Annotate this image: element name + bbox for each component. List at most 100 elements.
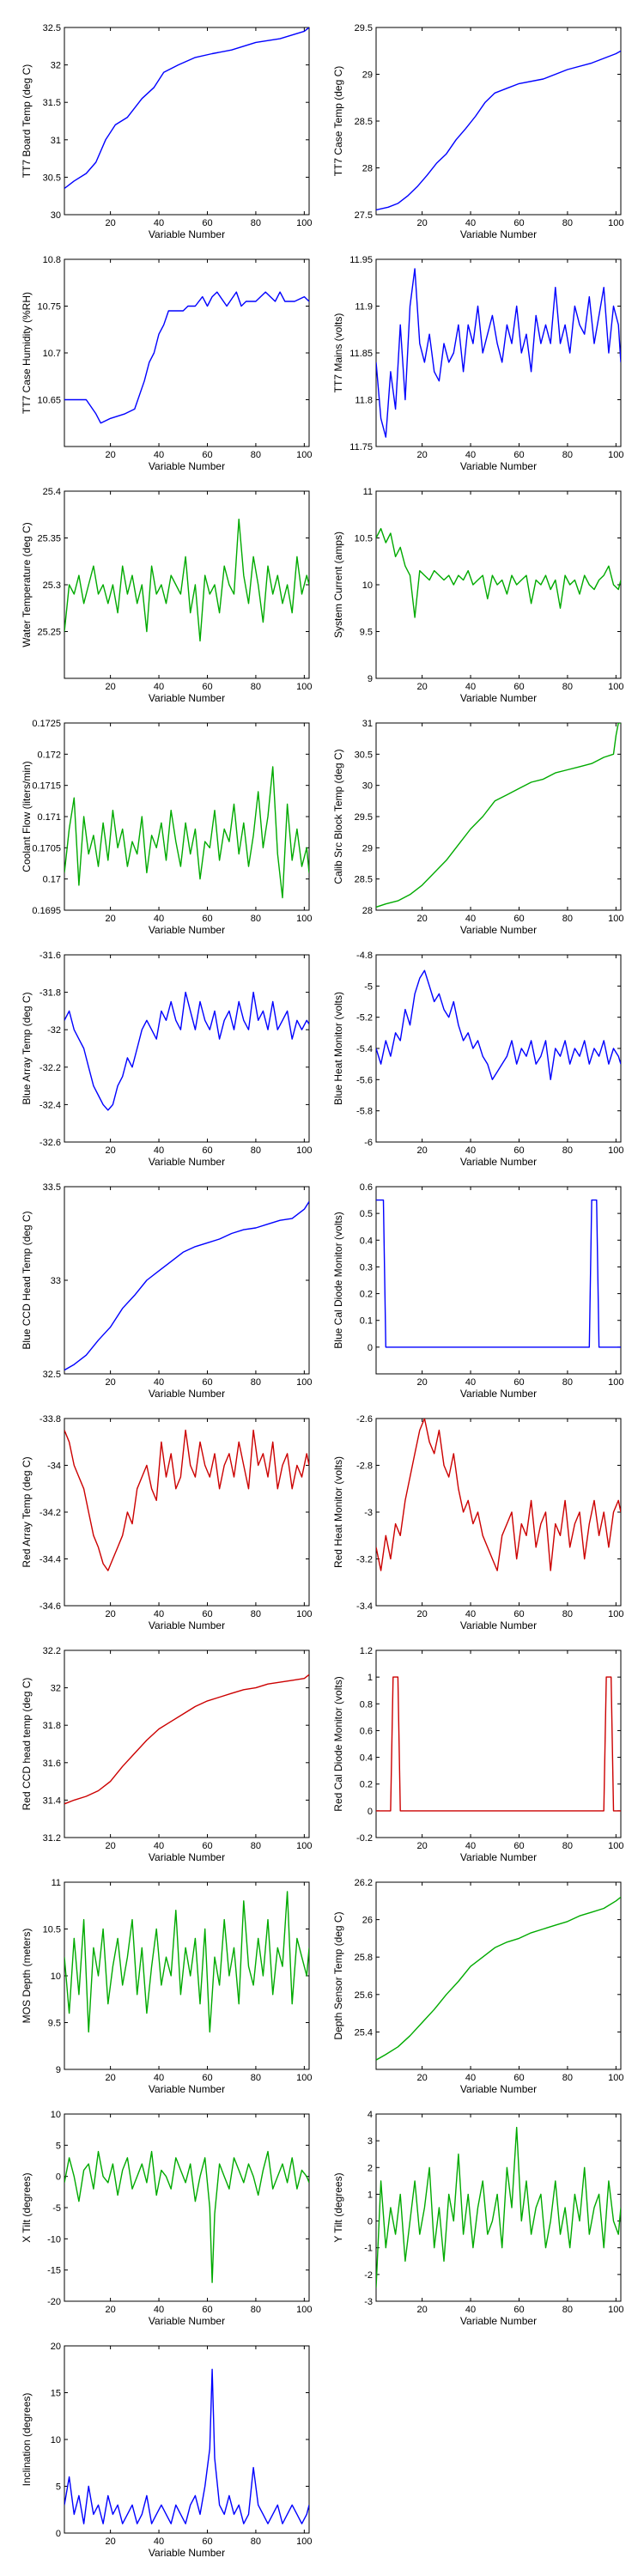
x-tick-label: 100 [296, 1609, 312, 1619]
y-axis-label: Blue Cal Diode Monitor (volts) [332, 1212, 344, 1348]
y-tick-label: 10.5 [355, 534, 373, 544]
y-tick-label: -34.6 [39, 1601, 61, 1612]
x-tick-label: 100 [608, 450, 623, 460]
y-axis-label: Red Cal Diode Monitor (volts) [332, 1676, 344, 1811]
x-tick-label: 20 [416, 2305, 427, 2315]
y-tick-label: -5.4 [356, 1044, 373, 1054]
y-axis-label: TT7 Case Humidity (%RH) [21, 292, 33, 414]
x-tick-label: 100 [296, 218, 312, 228]
y-axis-label: Calib Src Block Temp (deg C) [332, 749, 344, 884]
plot-frame [64, 722, 310, 911]
series-line [64, 2150, 309, 2283]
plot-frame [375, 1186, 622, 1375]
x-tick-label: 20 [105, 1377, 115, 1388]
x-tick-label: 20 [416, 218, 427, 228]
plot-frame [64, 27, 310, 216]
y-tick-label: -5.2 [356, 1013, 373, 1024]
x-tick-label: 60 [513, 1377, 524, 1388]
x-tick-label: 60 [513, 2305, 524, 2315]
series-line [376, 1199, 621, 1348]
plot-frame [64, 954, 310, 1143]
plot-frame [375, 258, 622, 447]
y-axis-label: MOS Depth (meters) [21, 1929, 33, 2024]
y-tick-label: 31.8 [43, 1721, 61, 1731]
x-tick-label: 60 [513, 450, 524, 460]
x-tick-label: 100 [608, 2305, 623, 2315]
y-tick-label: -3 [364, 1508, 373, 1518]
x-tick-label: 20 [416, 1145, 427, 1156]
y-tick-label: 0.3 [360, 1262, 373, 1273]
x-tick-label: 20 [105, 1145, 115, 1156]
subplot: 20 40 60 80 100 -0.2 0 0.2 0.4 0.6 0.8 1 1.2 Variable… [332, 1646, 624, 1863]
y-tick-label: 32 [51, 61, 61, 71]
plot-frame [375, 722, 622, 911]
series-line [376, 527, 621, 618]
y-tick-label: -2.8 [356, 1461, 373, 1472]
y-tick-label: 0 [56, 2172, 61, 2183]
x-tick-label: 20 [416, 914, 427, 924]
subplot: 20 40 60 80 100 -3 -2 -1 0 1 2 3 4 Variable Number Y T… [332, 2110, 624, 2327]
x-axis-label: Variable Number [460, 1851, 537, 1863]
subplot: 20 40 60 80 100 9 9.5 10 10.5 11 Variable Number MO… [21, 1878, 313, 2095]
x-axis-label: Variable Number [149, 1156, 225, 1168]
x-tick-label: 40 [154, 218, 164, 228]
x-tick-label: 80 [251, 2073, 261, 2083]
y-tick-label: -6 [364, 1138, 373, 1148]
subplot: 20 40 60 80 100 30 30.5 31 31.5 32 32.5 Variable Nu… [21, 23, 313, 240]
x-tick-label: 100 [296, 1377, 312, 1388]
plot-frame [375, 954, 622, 1143]
y-tick-label: 11.85 [349, 349, 373, 359]
x-tick-label: 60 [513, 2073, 524, 2083]
x-tick-label: 40 [154, 1145, 164, 1156]
y-tick-label: 29 [362, 70, 373, 81]
y-axis-label: Red Array Temp (deg C) [21, 1456, 33, 1567]
subplot: 20 40 60 80 100 -32.6 -32.4 -32.2 -32 -31.8 -31.6 V… [21, 951, 313, 1168]
y-axis-label: Blue Array Temp (deg C) [21, 992, 33, 1104]
y-tick-label: -20 [47, 2297, 61, 2307]
y-tick-label: 11.9 [355, 302, 373, 313]
subplot: 20 40 60 80 100 11.75 11.8 11.85 11.9 11.95 Variab… [332, 255, 624, 472]
y-axis-label: Red CCD head temp (deg C) [21, 1678, 33, 1811]
x-tick-label: 20 [105, 218, 115, 228]
x-tick-label: 40 [154, 1841, 164, 1851]
series-line [376, 2126, 621, 2288]
y-tick-label: 33 [51, 1276, 61, 1286]
x-tick-label: 20 [416, 1377, 427, 1388]
y-tick-label: 0.8 [360, 1699, 373, 1710]
x-axis-label: Variable Number [460, 460, 537, 472]
y-tick-label: 0.6 [360, 1182, 373, 1193]
y-tick-label: -5 [364, 981, 373, 992]
x-tick-label: 60 [202, 682, 212, 692]
y-tick-label: 11.8 [355, 396, 373, 406]
series-line [64, 519, 309, 642]
x-tick-label: 40 [465, 914, 476, 924]
y-tick-label: -4.8 [356, 951, 373, 961]
y-tick-label: 0.172 [37, 750, 61, 760]
x-tick-label: 20 [416, 682, 427, 692]
series-line [64, 2368, 309, 2524]
x-tick-label: 40 [154, 2073, 164, 2083]
x-tick-label: 80 [251, 1377, 261, 1388]
y-tick-label: 0.4 [360, 1753, 373, 1764]
y-tick-label: 0.2 [360, 1780, 373, 1790]
x-tick-label: 100 [296, 914, 312, 924]
x-tick-label: 20 [105, 2305, 115, 2315]
y-tick-label: 9.5 [360, 628, 373, 638]
x-tick-label: 60 [202, 450, 212, 460]
y-tick-label: -32.2 [39, 1063, 61, 1073]
y-axis-label: X Tilt (degrees) [21, 2172, 33, 2242]
series-line [376, 268, 621, 438]
subplot: 20 40 60 80 100 27.5 28 28.5 29 29.5 Variable Numb… [332, 23, 624, 240]
x-axis-label: Variable Number [149, 692, 225, 704]
y-tick-label: -32.6 [39, 1138, 61, 1148]
x-axis-label: Variable Number [460, 2315, 537, 2327]
x-tick-label: 80 [562, 1145, 573, 1156]
y-tick-label: 25.4 [355, 2027, 373, 2038]
x-tick-label: 20 [416, 1609, 427, 1619]
y-tick-label: 3 [368, 2136, 373, 2147]
subplot: 20 40 60 80 100 -6 -5.8 -5.6 -5.4 -5.2 -5 -4.8 Varia… [332, 951, 624, 1168]
x-tick-label: 20 [105, 914, 115, 924]
y-tick-label: 10 [51, 2110, 61, 2120]
x-tick-label: 100 [608, 1145, 623, 1156]
x-axis-label: Variable Number [460, 1619, 537, 1631]
